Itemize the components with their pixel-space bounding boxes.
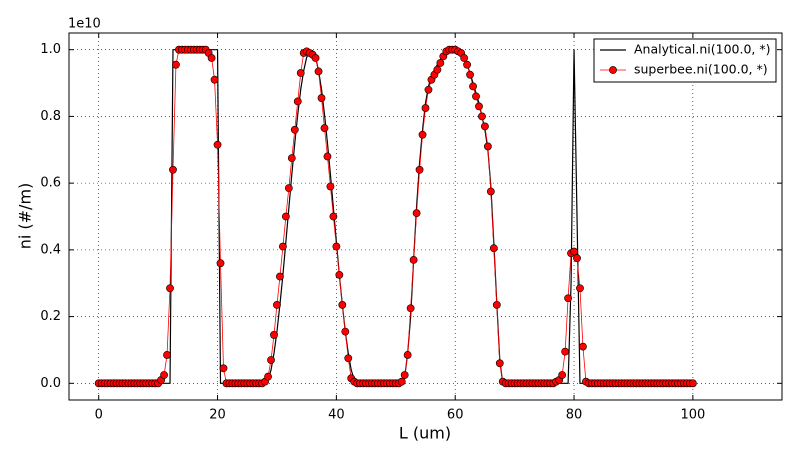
data-point [296,69,305,77]
data-point [332,242,341,251]
data-point [172,60,180,69]
data-point [276,272,284,281]
data-point [320,124,329,132]
y-tick-label: 1.0 [40,42,61,57]
data-point [210,75,219,84]
data-point [483,142,492,151]
data-point [311,54,320,62]
y-tick-label: 0.6 [40,176,61,191]
data-point [264,372,272,381]
data-point [160,371,168,379]
y-tick-label: 0.4 [40,242,61,257]
data-point [481,122,489,131]
data-point [169,165,177,174]
data-point [326,182,335,191]
data-point [207,54,216,62]
data-point [163,351,171,359]
y-axis-label: ni (#/m) [16,183,35,250]
legend-label: Analytical.ni(100.0, *) [634,42,771,57]
x-tick-label: 20 [209,408,226,423]
data-point [469,82,477,91]
data-point [688,379,697,388]
data-point [341,327,350,336]
data-point [415,165,424,174]
data-point [323,152,332,161]
data-point [558,371,567,379]
legend-label: superbee.ni(100.0, *) [634,62,768,77]
data-point [472,92,480,101]
data-point [166,284,174,293]
y-tick-label: 0.0 [40,376,61,391]
data-point [335,270,344,279]
data-point [475,102,483,111]
y-tick-label: 0.8 [40,109,61,124]
data-point [570,247,578,256]
data-point [213,140,222,149]
data-point [573,254,581,263]
x-tick-label: 60 [447,408,464,423]
data-point [290,125,299,134]
data-point [314,67,323,76]
data-point [409,255,418,264]
x-tick-label: 80 [566,408,583,423]
data-point [400,371,409,379]
data-point [216,259,225,268]
data-point [403,351,412,359]
plot-frame [68,32,783,401]
data-point [406,304,415,313]
legend-marker [609,66,617,74]
x-tick-label: 0 [95,408,103,423]
data-point [329,212,338,221]
data-point [317,94,326,102]
data-point [460,54,469,62]
data-point [463,60,471,69]
data-point [424,85,433,94]
data-point [219,364,228,373]
data-point [418,130,427,139]
data-point [344,354,353,363]
data-point [421,104,430,112]
x-axis-label: L (um) [399,424,451,443]
data-point [436,59,445,67]
data-point [338,301,347,309]
data-point [564,294,572,303]
data-point [489,244,498,253]
data-point [287,154,296,163]
data-point [281,212,290,221]
data-point [397,377,406,386]
data-point [492,301,501,309]
data-point [495,359,504,368]
data-point [579,342,587,351]
data-point [412,209,421,218]
data-point [576,284,584,293]
data-point [278,242,287,251]
x-tick-label: 100 [680,408,705,423]
data-point [433,65,442,74]
data-point [478,112,486,121]
data-point [270,331,278,339]
data-point [284,184,293,193]
x-tick-label: 40 [328,408,345,423]
data-point [561,347,570,356]
data-point [273,301,281,309]
data-point [293,97,302,106]
data-point [267,356,275,364]
data-point [486,187,495,196]
y-tick-label: 0.2 [40,309,61,324]
legend-box [593,38,777,83]
data-point [466,70,474,79]
y-offset-text: 1e10 [68,17,101,32]
